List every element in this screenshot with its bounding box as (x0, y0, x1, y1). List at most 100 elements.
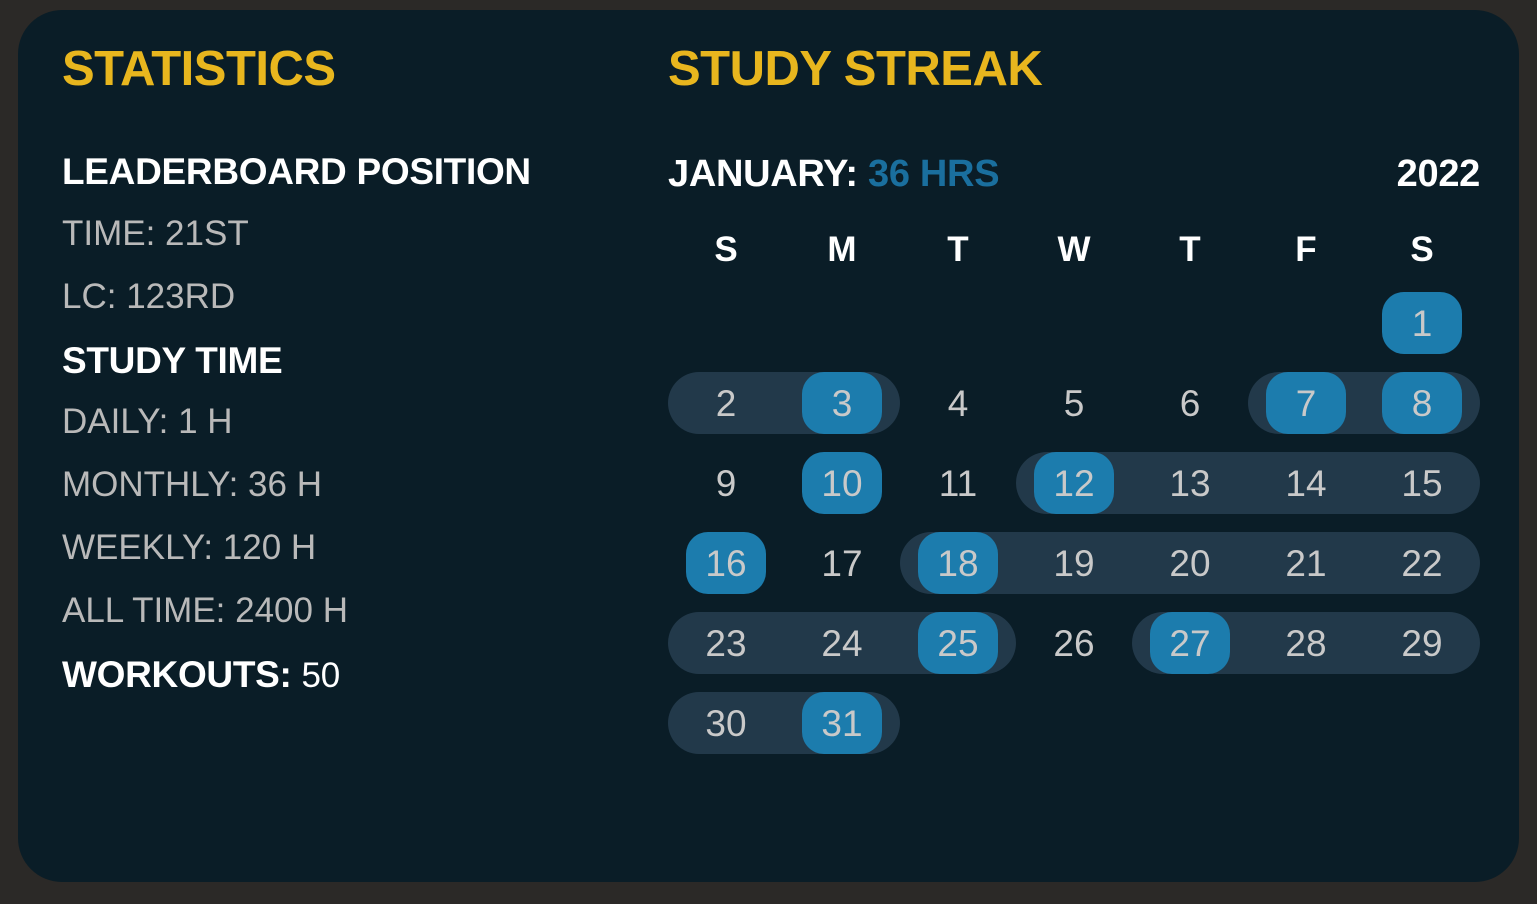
calendar-day-24[interactable]: 24 (784, 603, 900, 683)
calendar-day-2[interactable]: 2 (668, 363, 784, 443)
calendar-day-pill-active: 1 (1382, 292, 1462, 355)
calendar-day-16[interactable]: 16 (668, 523, 784, 603)
calendar-day-11[interactable]: 11 (900, 443, 1016, 523)
calendar-day-pill-active: 25 (918, 612, 998, 675)
calendar-day-8[interactable]: 8 (1364, 363, 1480, 443)
calendar-day-pill-active: 18 (918, 532, 998, 595)
streak-range-bar (784, 612, 900, 675)
calendar-day-29[interactable]: 29 (1364, 603, 1480, 683)
calendar-cell-blank (1016, 283, 1132, 363)
calendar-day-4[interactable]: 4 (900, 363, 1016, 443)
streak-range-bar (668, 612, 784, 675)
study-time-heading: STUDY TIME (62, 340, 283, 382)
weekday-wed: W (1057, 230, 1091, 270)
calendar-day-pill-active: 3 (802, 372, 882, 435)
study-time-weekly: WEEKLY: 120 H (62, 528, 317, 568)
study-streak-panel: STUDY STREAK JANUARY: 36 HRS 2022 S M T … (668, 43, 1480, 763)
calendar-cell-blank (668, 283, 784, 363)
leaderboard-time-rank: TIME: 21ST (62, 214, 249, 254)
calendar-day-pill: 26 (1053, 622, 1095, 664)
calendar-day-12[interactable]: 12 (1016, 443, 1132, 523)
calendar-day-25[interactable]: 25 (900, 603, 1016, 683)
calendar-day-1[interactable]: 1 (1364, 283, 1480, 363)
stats-streak-card: STATISTICS LEADERBOARD POSITION TIME: 21… (18, 10, 1519, 882)
calendar-cell-blank (900, 283, 1016, 363)
calendar-day-20[interactable]: 20 (1132, 523, 1248, 603)
calendar-day-3[interactable]: 3 (784, 363, 900, 443)
calendar-day-pill-active: 16 (686, 532, 766, 595)
calendar-day-9[interactable]: 9 (668, 443, 784, 523)
calendar-day-31[interactable]: 31 (784, 683, 900, 763)
calendar-day-pill-active: 31 (802, 692, 882, 755)
calendar-day-7[interactable]: 7 (1248, 363, 1364, 443)
calendar-day-pill-active: 27 (1150, 612, 1230, 675)
leaderboard-lc-rank: LC: 123RD (62, 277, 236, 317)
streak-range-bar (1364, 532, 1480, 595)
workouts-value: 50 (301, 656, 341, 696)
calendar-day-18[interactable]: 18 (900, 523, 1016, 603)
calendar-month-label: JANUARY: (668, 153, 858, 196)
statistics-panel: STATISTICS LEADERBOARD POSITION TIME: 21… (62, 42, 642, 693)
streak-range-bar (1248, 452, 1364, 515)
calendar-cell-blank (1248, 283, 1364, 363)
calendar-day-pill: 14 (1285, 462, 1327, 504)
weekday-thu: T (1179, 230, 1201, 270)
calendar-day-6[interactable]: 6 (1132, 363, 1248, 443)
streak-range-bar (668, 372, 784, 435)
calendar-day-pill-active: 7 (1266, 372, 1346, 435)
calendar-day-23[interactable]: 23 (668, 603, 784, 683)
streak-range-bar (1248, 612, 1364, 675)
calendar-day-5[interactable]: 5 (1016, 363, 1132, 443)
weekday-tue: T (947, 230, 969, 270)
study-time-all-time: ALL TIME: 2400 H (62, 591, 348, 631)
calendar-day-17[interactable]: 17 (784, 523, 900, 603)
calendar-day-30[interactable]: 30 (668, 683, 784, 763)
weekday-sun: S (714, 230, 738, 270)
streak-range-bar (1364, 452, 1480, 515)
calendar-day-pill: 15 (1401, 462, 1443, 504)
calendar-month-hours: 36 HRS (867, 153, 1000, 196)
calendar-grid: 1 2 3 4 5 6 7 8 9 10 11 12 13 14 15 16 17 18 19 20 21 22 23 24 2… (668, 283, 1480, 763)
calendar-day-pill: 19 (1053, 542, 1095, 584)
calendar-day-pill: 29 (1401, 622, 1443, 664)
calendar-header: JANUARY: 36 HRS 2022 (668, 153, 1480, 196)
calendar-cell-blank (784, 283, 900, 363)
calendar-day-26[interactable]: 26 (1016, 603, 1132, 683)
calendar-day-pill-active: 10 (802, 452, 882, 515)
leaderboard-position-heading: LEADERBOARD POSITION (62, 151, 531, 193)
study-time-monthly: MONTHLY: 36 H (62, 465, 322, 505)
calendar-day-pill: 4 (947, 382, 969, 424)
calendar-weekday-header: S M T W T F S (668, 232, 1480, 267)
calendar-day-28[interactable]: 28 (1248, 603, 1364, 683)
statistics-title: STATISTICS (62, 42, 336, 96)
calendar-day-pill-active: 8 (1382, 372, 1462, 435)
calendar-day-pill: 2 (715, 382, 737, 424)
calendar-day-pill: 30 (705, 702, 747, 744)
calendar-day-13[interactable]: 13 (1132, 443, 1248, 523)
calendar-day-10[interactable]: 10 (784, 443, 900, 523)
calendar-day-pill: 13 (1169, 462, 1211, 504)
calendar-day-19[interactable]: 19 (1016, 523, 1132, 603)
weekday-sat: S (1410, 230, 1434, 270)
workouts-label: WORKOUTS: (62, 654, 292, 696)
streak-range-bar (668, 692, 784, 755)
calendar-day-pill: 28 (1285, 622, 1327, 664)
streak-range-bar (1132, 452, 1248, 515)
calendar-day-pill: 11 (938, 462, 978, 504)
calendar-cell-blank (1132, 283, 1248, 363)
calendar-day-pill: 17 (821, 542, 863, 584)
calendar-day-14[interactable]: 14 (1248, 443, 1364, 523)
calendar-day-pill: 22 (1401, 542, 1443, 584)
calendar-day-15[interactable]: 15 (1364, 443, 1480, 523)
calendar-day-21[interactable]: 21 (1248, 523, 1364, 603)
weekday-fri: F (1295, 230, 1317, 270)
calendar-day-22[interactable]: 22 (1364, 523, 1480, 603)
streak-range-bar (1132, 532, 1248, 595)
workouts-row: WORKOUTS: 50 (62, 656, 642, 693)
calendar-day-pill: 9 (715, 462, 737, 504)
calendar-day-pill: 24 (821, 622, 863, 664)
calendar-day-27[interactable]: 27 (1132, 603, 1248, 683)
streak-range-bar (1364, 612, 1480, 675)
calendar-day-pill: 20 (1169, 542, 1211, 584)
